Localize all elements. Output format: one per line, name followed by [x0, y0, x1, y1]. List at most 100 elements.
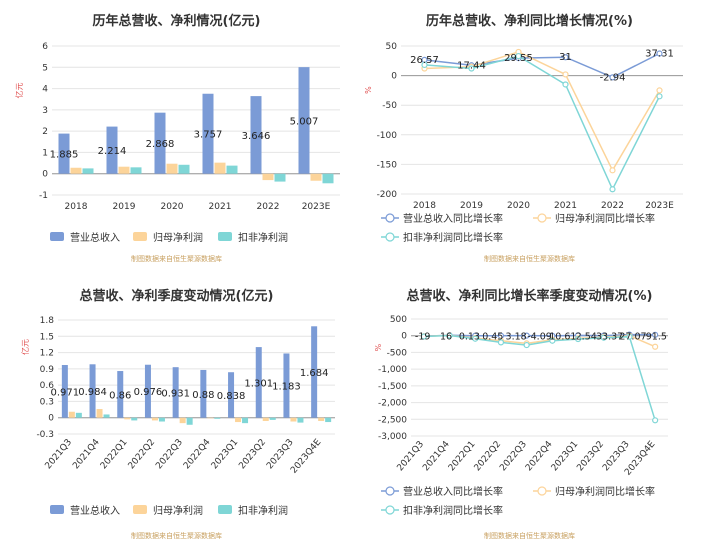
chart-panel-quarterly-revenue: 总营收、净利季度变动情况(亿元) -0.3 0 0.3 0.6 0.9 1.2 1.5 1.8… — [0, 275, 353, 549]
data-label: 0.13 — [459, 332, 480, 343]
chart-title: 历年总营收、净利同比增长情况(%) — [426, 14, 633, 29]
x-tick-label: 2022Q2 — [127, 438, 158, 472]
legend-swatch — [385, 505, 395, 515]
y-tick-label: 3 — [42, 106, 48, 116]
series-line — [424, 51, 661, 172]
data-label: 29.55 — [504, 53, 533, 64]
bar — [298, 67, 310, 174]
y-tick-label: 0 — [48, 414, 54, 424]
bar — [68, 411, 75, 418]
legend-swatch — [133, 505, 147, 514]
data-label: 2.54 — [576, 332, 597, 343]
bar — [214, 417, 221, 419]
bar — [274, 173, 286, 182]
legend-swatch — [385, 232, 395, 242]
series-point — [468, 65, 475, 72]
bar — [166, 163, 178, 174]
y-tick-label: -50 — [382, 101, 397, 111]
source-note: 制图数据来自恒生聚源数据库 — [131, 532, 222, 540]
bar — [158, 417, 165, 422]
bar — [214, 162, 226, 174]
bar — [61, 365, 68, 418]
bar — [89, 364, 96, 418]
x-tick-label: 2019 — [460, 201, 483, 211]
x-tick-label: 2022Q4 — [182, 437, 213, 471]
series-point — [656, 93, 663, 100]
bar — [250, 96, 262, 174]
legend-label: 营业总收入 — [70, 231, 120, 244]
data-label: 10.61 — [549, 332, 576, 343]
legend-swatch — [133, 232, 147, 241]
legend-swatch — [50, 232, 64, 241]
y-tick-label: 0.6 — [40, 381, 55, 391]
data-label: 0.838 — [217, 391, 246, 402]
legend-label: 营业总收入同比增长率 — [403, 212, 503, 225]
bar — [131, 417, 138, 421]
legend-label: 营业总收入 — [70, 504, 120, 517]
legend-swatch — [218, 505, 232, 514]
chart-svg: -0.300.30.60.91.21.51.8亿元2021Q32021Q4202… — [20, 316, 335, 517]
data-label: 27.07 — [619, 332, 646, 343]
y-tick-label: -100 — [377, 131, 398, 141]
data-label: 31 — [559, 52, 572, 63]
chart-svg: -200 -150 -100 -50 0 50% 2018 2019 2020 2021 2022 2… — [364, 42, 683, 244]
data-label: 1.684 — [300, 368, 329, 379]
bar — [172, 367, 179, 418]
data-label: -4.09 — [527, 332, 552, 343]
bar — [103, 414, 110, 418]
data-label: 3.757 — [194, 130, 223, 141]
chart-title: 历年总营收、净利情况(亿元) — [92, 14, 261, 29]
legend-swatch — [537, 213, 547, 223]
y-tick-label: -1 — [39, 191, 48, 201]
data-label: 2.868 — [146, 139, 175, 150]
x-tick-label: 2022 — [257, 202, 280, 212]
x-tick-label: 2018 — [65, 202, 88, 212]
series-point — [523, 341, 530, 349]
data-label: 37.31 — [645, 49, 674, 60]
bar — [75, 412, 82, 418]
bar — [283, 353, 290, 418]
y-tick-label: 0.3 — [40, 397, 54, 407]
data-label: 2.214 — [98, 146, 127, 157]
bar — [144, 364, 151, 418]
bar — [310, 173, 322, 181]
bar — [322, 173, 334, 184]
y-tick-label: 500 — [390, 315, 407, 325]
bar — [179, 417, 186, 424]
y-tick-label: -200 — [377, 190, 398, 200]
series-point — [497, 339, 505, 346]
series-point — [472, 335, 479, 342]
legend-label: 归母净利润同比增长率 — [555, 212, 655, 225]
series-point — [609, 186, 616, 193]
y-tick-label: -150 — [377, 160, 398, 170]
data-label: 1.183 — [272, 382, 301, 393]
series-point — [609, 167, 616, 174]
legend-swatch — [537, 486, 547, 496]
bar — [202, 93, 214, 174]
legend-label: 扣非净利润 — [238, 504, 288, 517]
legend-label: 归母净利润同比增长率 — [555, 485, 655, 498]
series-point — [562, 54, 569, 61]
y-tick-label: 1 — [42, 148, 48, 158]
series-line — [423, 334, 656, 421]
data-label: -19 — [415, 332, 431, 343]
series-point — [609, 74, 616, 81]
series-point — [420, 333, 427, 340]
chart-title: 总营收、净利季度变动情况(亿元) — [79, 289, 274, 304]
y-axis-label: % — [374, 343, 383, 351]
series-point — [446, 332, 453, 339]
y-axis-label: 亿元 — [14, 83, 24, 99]
y-tick-label: 0 — [401, 332, 407, 342]
legend-label: 归母净利润 — [153, 504, 203, 517]
x-tick-label: 2021Q4 — [71, 437, 102, 471]
y-tick-label: 1.5 — [40, 332, 54, 342]
bar — [70, 167, 82, 174]
y-tick-label: 50 — [386, 42, 398, 52]
bar — [118, 166, 130, 174]
source-note: 制图数据来自恒生聚源数据库 — [484, 255, 575, 263]
series-point — [600, 334, 607, 341]
legend-label: 扣非净利润同比增长率 — [403, 504, 503, 517]
bar — [226, 165, 238, 174]
chart-panel-annual-growth: 历年总营收、净利同比增长情况(%) -200 -150 -100 -50 0 50% 201… — [353, 0, 706, 274]
data-label: 1.301 — [244, 378, 273, 389]
